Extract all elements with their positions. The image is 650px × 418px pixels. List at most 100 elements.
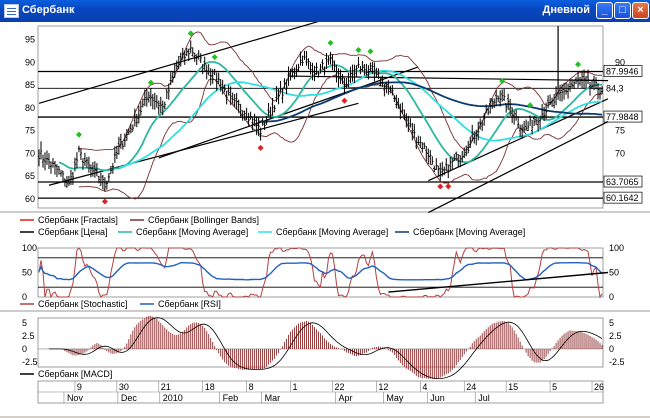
chart-svg[interactable]: 87.994684,377.984863.706560.164295908580… [0, 20, 650, 416]
trend-line [158, 66, 419, 159]
maximize-button[interactable]: □ [614, 2, 631, 19]
legend-label: Сбербанк [MACD] [38, 369, 112, 379]
osc-axis-tick-right: 0 [609, 292, 614, 302]
price-level-label: 77.9848 [606, 112, 639, 122]
price-level-label: 87.9946 [606, 67, 639, 77]
time-axis-month-label: Feb [223, 393, 239, 403]
period-label[interactable]: Дневной [542, 4, 591, 16]
fractal-up-marker [575, 61, 582, 68]
ma-slow-line [258, 81, 603, 123]
price-axis-tick-left: 80 [25, 103, 35, 113]
price-level-box [603, 65, 643, 77]
fractal-up-marker [211, 54, 218, 61]
time-axis-day-label: 9 [77, 382, 82, 392]
fractal-up-marker [187, 30, 194, 37]
price-axis-tick-right: 75 [615, 126, 625, 136]
osc-axis-tick-left: 100 [22, 243, 37, 253]
window-icon [4, 4, 19, 18]
fractal-up-marker [367, 48, 374, 55]
ma-mid-line [118, 69, 603, 169]
macd-axis-tick-right: 2.5 [609, 331, 622, 341]
panel-frame-1 [37, 247, 604, 298]
price-axis-tick-left: 90 [25, 57, 35, 67]
chart-area[interactable]: 87.9946 84,3 77.9848 63.7065 60.1642 95 90 85 80… [0, 20, 650, 416]
price-axis-tick-left: 70 [25, 148, 35, 158]
price-axis-tick-left: 85 [25, 80, 35, 90]
price-axis-tick-left: 60 [25, 194, 35, 204]
time-axis-month-label: Nov [67, 393, 84, 403]
time-axis-day-label: 15 [508, 382, 518, 392]
price-axis-tick-right: 70 [615, 148, 625, 158]
time-axis-month-label: Apr [338, 393, 352, 403]
legend-label: Сбербанк [Цена] [38, 227, 108, 237]
close-button[interactable]: × [632, 2, 649, 19]
legend-label: Сбербанк [Moving Average] [136, 227, 248, 237]
fractal-up-marker [75, 131, 82, 138]
price-level-box [603, 175, 643, 188]
ma-fast-line [58, 61, 602, 172]
time-axis-day-label: 1 [293, 382, 298, 392]
osc-trend-line [388, 271, 609, 293]
price-axis-tick-right: 90 [615, 57, 625, 67]
fractal-up-marker [527, 102, 534, 109]
price-level-box [603, 191, 643, 204]
time-axis-day-label: 4 [422, 382, 427, 392]
time-axis-month-label: Jul [478, 393, 490, 403]
macd-axis-tick-left: 2.5 [22, 331, 35, 341]
trend-line [48, 102, 359, 186]
time-axis-month-label: Mar [265, 393, 281, 403]
macd-signal-line [49, 317, 603, 380]
fractal-down-marker [257, 144, 264, 151]
time-axis-month-label: May [386, 393, 404, 403]
price-level-label: 63.7065 [606, 177, 639, 187]
price-level-box [603, 110, 643, 123]
fractal-down-marker [341, 97, 348, 104]
time-axis-day-label: 24 [466, 382, 476, 392]
price-axis-tick-left: 65 [25, 171, 35, 181]
fractal-up-marker [327, 39, 334, 46]
time-axis-day-label: 8 [249, 382, 254, 392]
legend-label: Сбербанк [RSI] [158, 299, 221, 309]
legend-label: Сбербанк [Bollinger Bands] [148, 215, 259, 225]
osc-axis-tick-right: 100 [609, 243, 624, 253]
price-level-label: 84,3 [606, 83, 624, 93]
osc-axis-tick-left: 50 [22, 268, 32, 278]
trend-line [428, 98, 609, 182]
macd-axis-tick-right: 0 [609, 344, 614, 354]
fractal-up-marker [499, 78, 506, 85]
fractal-up-marker [147, 79, 154, 86]
time-axis-day-label: 5 [552, 382, 557, 392]
fractal-down-marker [101, 198, 108, 205]
legend-label: Сбербанк [Moving Average] [276, 227, 388, 237]
minimize-button[interactable]: _ [596, 2, 613, 19]
bollinger-upper [78, 31, 603, 151]
stochastic-line [38, 247, 603, 299]
fractal-down-marker [445, 183, 452, 190]
time-axis-day-label: 22 [334, 382, 344, 392]
time-axis-day-label: 30 [119, 382, 129, 392]
price-axis-tick-left: 75 [25, 126, 35, 136]
time-axis-day-label: 18 [205, 382, 215, 392]
osc-axis-tick-right: 50 [609, 268, 619, 278]
time-axis-month-label: Dec [121, 393, 138, 403]
trend-line [288, 75, 608, 82]
price-axis-tick-left: 95 [25, 35, 35, 45]
time-axis-day-label: 21 [161, 382, 171, 392]
fractal-up-marker [355, 47, 362, 54]
macd-axis-tick-right: -2.5 [609, 357, 625, 367]
legend-label: Сбербанк [Stochastic] [38, 299, 127, 309]
osc-axis-tick-left: 0 [22, 292, 27, 302]
legend-label: Сбербанк [Fractals] [38, 215, 118, 225]
window-title: Сбербанк [22, 4, 75, 16]
macd-axis-tick-left: 0 [22, 344, 27, 354]
legend-label: Сбербанк [Moving Average] [413, 227, 525, 237]
price-level-label: 60.1642 [606, 193, 639, 203]
rsi-line [38, 262, 603, 281]
macd-axis-tick-right: 5 [609, 318, 614, 328]
trend-line [428, 121, 609, 214]
time-axis-day-label: 12 [378, 382, 388, 392]
fractal-down-marker [437, 183, 444, 190]
time-axis-month-label: Jun [430, 393, 445, 403]
time-axis-day-label: 26 [594, 382, 604, 392]
macd-axis-tick-left: 5 [22, 318, 27, 328]
